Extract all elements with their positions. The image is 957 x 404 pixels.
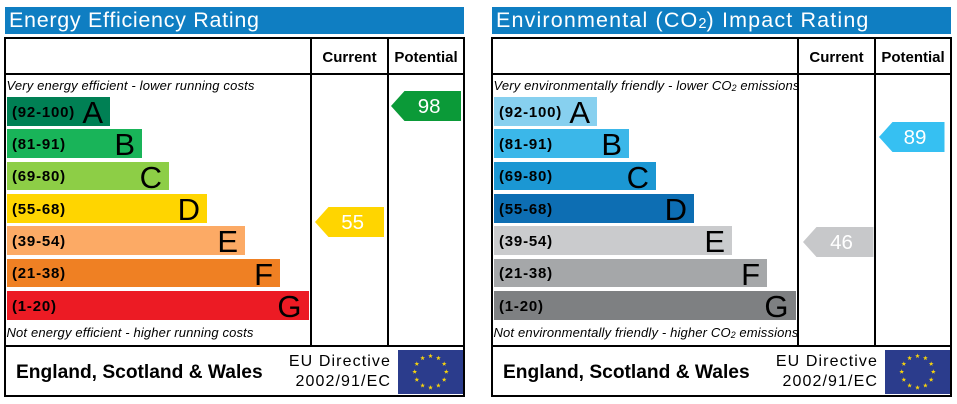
- svg-text:89: 89: [904, 125, 927, 148]
- svg-text:55: 55: [341, 211, 364, 234]
- svg-text:98: 98: [418, 94, 441, 117]
- svg-text:46: 46: [830, 230, 853, 253]
